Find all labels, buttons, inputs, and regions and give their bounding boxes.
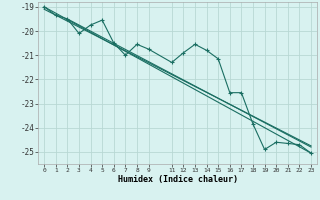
X-axis label: Humidex (Indice chaleur): Humidex (Indice chaleur) xyxy=(118,175,238,184)
